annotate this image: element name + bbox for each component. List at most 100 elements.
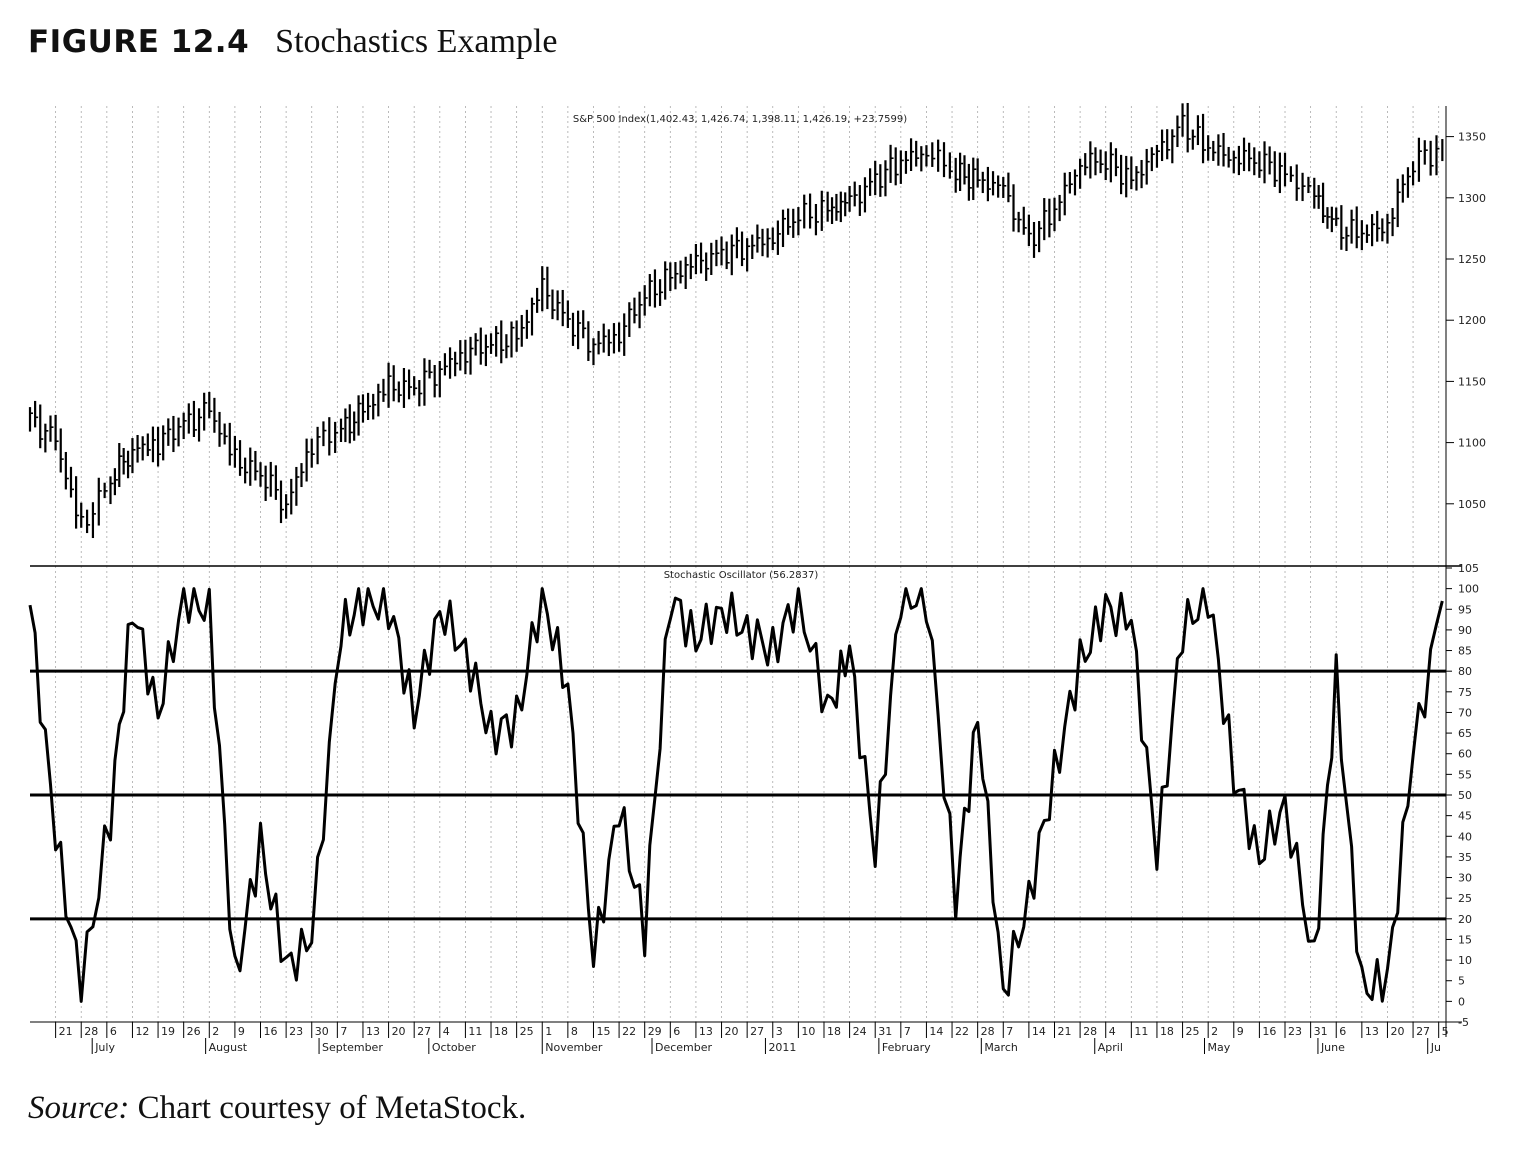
stoch-y-tick-label: -5 — [1458, 1016, 1469, 1029]
stoch-y-tick-label: 75 — [1458, 686, 1472, 699]
x-day-tick-label: 22 — [622, 1025, 636, 1038]
x-month-label: March — [984, 1041, 1018, 1054]
x-month-label: May — [1208, 1041, 1231, 1054]
x-day-tick-label: 19 — [161, 1025, 175, 1038]
x-day-tick-label: 9 — [238, 1025, 245, 1038]
x-day-tick-label: 2 — [1211, 1025, 1218, 1038]
x-day-tick-label: 9 — [1237, 1025, 1244, 1038]
x-day-tick-label: 18 — [827, 1025, 841, 1038]
x-day-tick-label: 24 — [853, 1025, 867, 1038]
price-y-tick-label: 1200 — [1458, 314, 1486, 327]
x-day-tick-label: 21 — [59, 1025, 73, 1038]
x-day-tick-label: 25 — [520, 1025, 534, 1038]
x-month-label: February — [882, 1041, 931, 1054]
x-day-tick-label: 13 — [699, 1025, 713, 1038]
x-day-tick-label: 27 — [1416, 1025, 1430, 1038]
price-y-tick-label: 1250 — [1458, 253, 1486, 266]
x-day-tick-label: 11 — [468, 1025, 482, 1038]
source-text: Chart courtesy of MetaStock. — [137, 1090, 527, 1126]
stoch-y-tick-label: 10 — [1458, 954, 1472, 967]
x-day-tick-label: 28 — [84, 1025, 98, 1038]
x-day-tick-label: 29 — [648, 1025, 662, 1038]
stoch-y-tick-label: 0 — [1458, 995, 1465, 1008]
x-day-tick-label: 7 — [904, 1025, 911, 1038]
x-day-tick-label: 28 — [1083, 1025, 1097, 1038]
x-day-tick-label: 18 — [494, 1025, 508, 1038]
x-day-tick-label: 7 — [340, 1025, 347, 1038]
stoch-y-tick-label: 55 — [1458, 768, 1472, 781]
stochastic-line — [28, 587, 1444, 1003]
x-month-label: July — [94, 1041, 115, 1054]
x-month-label: December — [655, 1041, 713, 1054]
price-y-tick-label: 1050 — [1458, 498, 1486, 511]
x-day-tick-label: 8 — [571, 1025, 578, 1038]
stoch-y-tick-label: 35 — [1458, 851, 1472, 864]
x-day-tick-label: 5 — [1442, 1025, 1449, 1038]
x-day-tick-label: 27 — [417, 1025, 431, 1038]
stoch-y-tick-label: 25 — [1458, 892, 1472, 905]
stoch-y-tick-label: 70 — [1458, 706, 1472, 719]
x-day-tick-label: 11 — [1134, 1025, 1148, 1038]
x-axis: 21 28 6 12 19 26 2 9 16 23 30 7 13 20 27 4 11 18 25 1 8 15 22 2… — [55, 1022, 1449, 1054]
x-day-tick-label: 4 — [443, 1025, 450, 1038]
source-note: Source: Chart courtesy of MetaStock. — [28, 1090, 526, 1127]
x-month-label: 2011 — [768, 1041, 796, 1054]
x-day-tick-label: 14 — [1032, 1025, 1046, 1038]
x-day-tick-label: 3 — [776, 1025, 783, 1038]
x-day-tick-label: 10 — [801, 1025, 815, 1038]
x-day-tick-label: 6 — [673, 1025, 680, 1038]
stoch-y-tick-label: 45 — [1458, 810, 1472, 823]
x-day-tick-label: 13 — [1365, 1025, 1379, 1038]
x-day-tick-label: 21 — [1057, 1025, 1071, 1038]
stoch-y-tick-label: 90 — [1458, 624, 1472, 637]
figure-caption: Stochastics Example — [275, 23, 558, 60]
x-day-tick-label: 30 — [315, 1025, 329, 1038]
x-day-tick-label: 31 — [878, 1025, 892, 1038]
x-day-tick-label: 28 — [981, 1025, 995, 1038]
x-day-tick-label: 23 — [1288, 1025, 1302, 1038]
x-day-tick-label: 6 — [110, 1025, 117, 1038]
x-day-tick-label: 14 — [929, 1025, 943, 1038]
figure-label: FIGURE 12.4 — [28, 24, 250, 60]
stoch-y-tick-label: 100 — [1458, 583, 1479, 596]
x-day-tick-label: 18 — [1160, 1025, 1174, 1038]
x-month-label: September — [322, 1041, 383, 1054]
price-y-tick-label: 1150 — [1458, 375, 1486, 388]
stoch-y-tick-label: 50 — [1458, 789, 1472, 802]
x-day-tick-label: 20 — [725, 1025, 739, 1038]
x-month-label: August — [209, 1041, 248, 1054]
stoch-y-tick-label: 95 — [1458, 603, 1472, 616]
x-month-label: Ju — [1430, 1041, 1441, 1054]
source-label: Source: — [28, 1090, 130, 1126]
stoch-y-tick-label: 30 — [1458, 872, 1472, 885]
stoch-y-tick-label: 80 — [1458, 665, 1472, 678]
stoch-y-tick-label: 40 — [1458, 830, 1472, 843]
x-day-tick-label: 4 — [1109, 1025, 1116, 1038]
x-day-tick-label: 16 — [264, 1025, 278, 1038]
price-y-tick-label: 1300 — [1458, 192, 1486, 205]
price-bars — [28, 102, 1444, 539]
stoch-y-tick-label: 20 — [1458, 913, 1472, 926]
figure-title: FIGURE 12.4 Stochastics Example — [28, 22, 557, 61]
x-day-tick-label: 6 — [1339, 1025, 1346, 1038]
stoch-y-tick-label: 85 — [1458, 645, 1472, 658]
x-day-tick-label: 25 — [1186, 1025, 1200, 1038]
x-day-tick-label: 27 — [750, 1025, 764, 1038]
x-day-tick-label: 20 — [1390, 1025, 1404, 1038]
x-month-label: June — [1320, 1041, 1345, 1054]
x-day-tick-label: 20 — [392, 1025, 406, 1038]
price-panel-title: S&P 500 Index(1,402.43, 1,426.74, 1,398.… — [573, 114, 907, 125]
stoch-y-tick-label: 65 — [1458, 727, 1472, 740]
x-day-tick-label: 16 — [1262, 1025, 1276, 1038]
x-day-tick-label: 12 — [135, 1025, 149, 1038]
stoch-y-tick-label: 105 — [1458, 562, 1479, 575]
x-day-tick-label: 23 — [289, 1025, 303, 1038]
x-day-tick-label: 31 — [1314, 1025, 1328, 1038]
price-y-tick-label: 1350 — [1458, 131, 1486, 144]
price-y-tick-label: 1100 — [1458, 437, 1486, 450]
x-day-tick-label: 22 — [955, 1025, 969, 1038]
stoch-y-tick-label: 60 — [1458, 748, 1472, 761]
x-day-tick-label: 2 — [212, 1025, 219, 1038]
stochastic-panel-title: Stochastic Oscillator (56.2837) — [664, 570, 819, 581]
